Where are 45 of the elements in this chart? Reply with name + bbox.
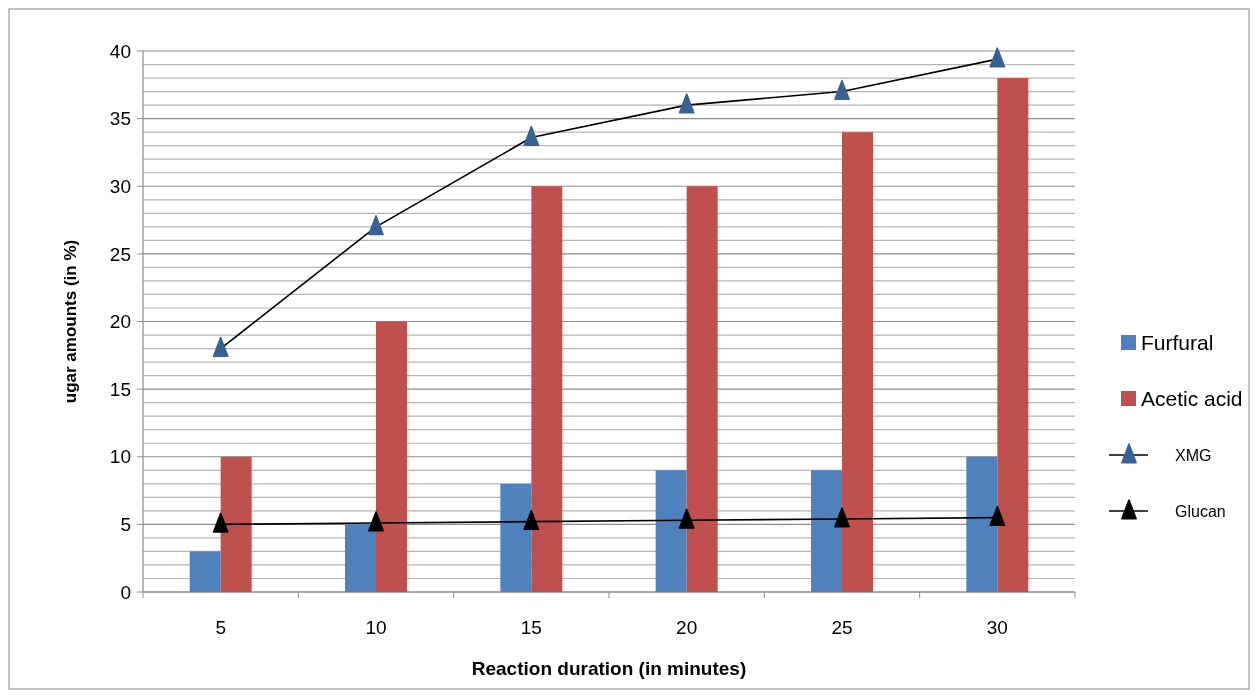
bar — [811, 470, 842, 592]
y-tick-label: 30 — [109, 175, 131, 197]
point — [834, 79, 850, 101]
x-tick-label: 10 — [365, 617, 387, 638]
point — [523, 125, 540, 147]
bar — [842, 132, 873, 592]
x-tick-label: 5 — [215, 617, 226, 638]
y-tick-label: 25 — [109, 243, 131, 265]
y-axis-title: ugar amounts (in %) — [61, 239, 80, 404]
bar — [966, 456, 998, 592]
point — [212, 512, 229, 533]
legend-label: Glucan — [1175, 502, 1226, 520]
point — [834, 507, 850, 528]
y-tick-label: 10 — [109, 446, 131, 468]
point — [678, 93, 695, 114]
x-tick-label: 20 — [676, 617, 698, 638]
y-tick-label: 5 — [120, 514, 131, 536]
x-tick-label: 25 — [831, 617, 853, 638]
bar — [997, 78, 1029, 592]
point — [368, 215, 384, 236]
legend-label: XMG — [1175, 446, 1212, 464]
point — [368, 511, 384, 532]
y-tick-label: 35 — [109, 108, 131, 130]
y-tick-label: 15 — [109, 378, 131, 400]
y-tick-label: 20 — [109, 311, 131, 333]
bar — [189, 551, 221, 592]
y-tick-label: 40 — [109, 40, 131, 62]
x-axis-title: Reaction duration (in minutes) — [471, 658, 747, 679]
legend-label: Furfural — [1141, 331, 1214, 355]
point — [989, 47, 1006, 68]
point — [989, 505, 1006, 527]
bar — [531, 186, 563, 592]
point — [678, 508, 695, 529]
bar — [220, 456, 252, 592]
y-tick-label: 0 — [120, 581, 131, 603]
bar — [655, 470, 687, 592]
bar — [500, 483, 532, 592]
bar — [345, 524, 376, 592]
legend-label: Acetic acid — [1141, 387, 1243, 411]
point — [523, 509, 540, 531]
bar — [376, 321, 407, 592]
bar — [686, 186, 718, 592]
x-tick-label: 30 — [986, 617, 1008, 638]
point — [212, 336, 229, 357]
x-tick-label: 15 — [520, 617, 542, 638]
